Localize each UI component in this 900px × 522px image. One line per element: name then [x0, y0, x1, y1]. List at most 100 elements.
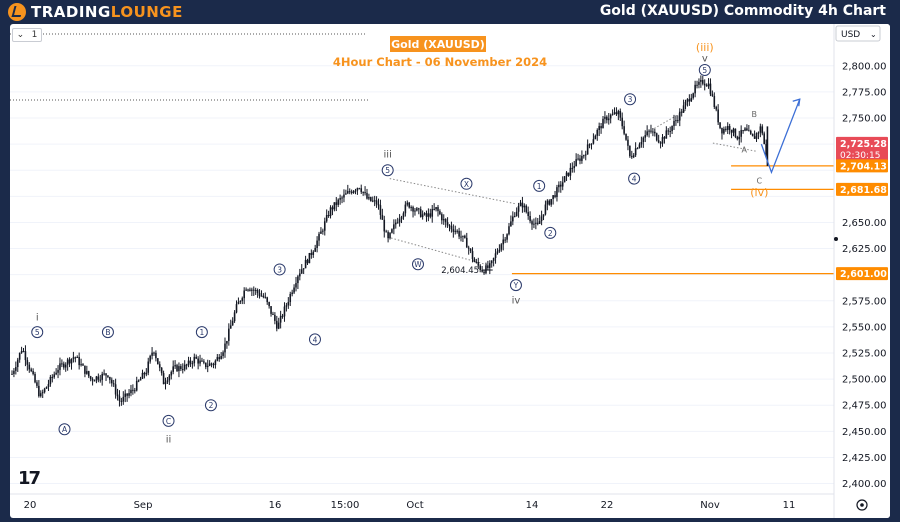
candle-body — [13, 370, 15, 374]
candle-body — [433, 208, 435, 210]
candle-body — [654, 131, 656, 134]
candle-body — [385, 231, 387, 233]
candle-body — [291, 292, 293, 294]
y-tick-label: 2,575.00 — [842, 296, 887, 307]
wave-label-roman: i — [36, 312, 39, 323]
candle-body — [201, 360, 203, 362]
candle-body — [487, 265, 489, 268]
candle-body — [241, 298, 244, 301]
candle-body — [630, 156, 633, 158]
price-badge-label: 2,601.00 — [840, 269, 887, 280]
currency-selector[interactable] — [835, 25, 881, 42]
candle-body — [312, 251, 315, 255]
candle-body — [519, 202, 522, 206]
candle-body — [276, 320, 278, 329]
candle-body — [441, 214, 443, 221]
wave-label: B — [105, 328, 110, 337]
candle-body — [592, 139, 595, 144]
candle-body — [565, 172, 568, 177]
candle-body — [59, 363, 61, 370]
candle-body — [613, 112, 616, 114]
candle-body — [251, 289, 253, 291]
x-tick-label: 16 — [269, 500, 282, 511]
candle-body — [151, 352, 153, 356]
candle-body — [266, 297, 269, 303]
candle-body — [410, 207, 412, 209]
candle-body — [417, 208, 420, 210]
candle-body — [160, 367, 163, 374]
candle-body — [68, 359, 71, 364]
candle-body — [452, 229, 455, 232]
candle-body — [95, 376, 98, 381]
candle-body — [575, 159, 577, 167]
candle-body — [581, 155, 583, 161]
candle-body — [427, 213, 430, 217]
candle-body — [36, 382, 38, 386]
wave-label-circle — [381, 164, 394, 177]
candle-body — [212, 364, 215, 366]
candle-body — [479, 265, 482, 270]
candle-body — [730, 129, 733, 133]
candle-body — [734, 128, 737, 137]
candle-body — [51, 376, 54, 378]
chevron-down-icon: ⌄ — [16, 30, 25, 40]
candle-body — [646, 131, 648, 136]
candle-body — [247, 289, 249, 291]
candle-body — [166, 380, 169, 383]
candle-body — [700, 80, 702, 82]
candle-body — [661, 137, 664, 144]
candle-body — [423, 213, 426, 215]
collapse-control[interactable]: ⌄ 1 — [12, 28, 42, 42]
price-chart[interactable]: 2,604.45 i 5 A B Cii 1 2 3 4 iii 5 X W Yiv 1 2 3 4 v 5 (iii)… — [10, 24, 890, 518]
wave-label: 2 — [548, 229, 553, 238]
candle-body — [183, 364, 186, 370]
chevron-down-icon: ⌄ — [870, 30, 877, 39]
candle-body — [657, 140, 660, 143]
candle-body — [341, 197, 343, 199]
candle-body — [99, 379, 102, 381]
candle-body — [759, 126, 762, 133]
candle-body — [176, 365, 178, 372]
candle-body — [322, 230, 324, 232]
candle-body — [268, 302, 270, 307]
wave-label-circle — [204, 399, 217, 412]
projection-arrow-head — [792, 98, 801, 107]
projection-arrow-line — [760, 98, 801, 175]
candle-body — [483, 271, 485, 274]
candle-body — [147, 361, 150, 373]
candle-body — [283, 306, 286, 317]
candle-body — [644, 135, 647, 138]
candle-body — [627, 139, 629, 146]
candle-body — [404, 204, 407, 214]
candle-body — [277, 322, 280, 329]
candle-body — [126, 393, 128, 396]
candle-body — [556, 187, 558, 197]
candle-body — [245, 289, 247, 291]
candle-body — [103, 373, 105, 375]
candle-body — [726, 126, 729, 130]
x-tick-label: Sep — [134, 500, 153, 511]
candle-body — [362, 191, 364, 193]
candle-body — [506, 234, 508, 240]
candle-body — [114, 384, 117, 395]
candle-body — [602, 118, 604, 129]
candle-body — [471, 251, 474, 259]
y-tick-label: 2,550.00 — [842, 322, 887, 333]
candle-body — [763, 133, 765, 144]
candle-body — [594, 135, 597, 140]
candle-body — [721, 127, 723, 134]
candle-body — [446, 222, 449, 226]
currency-label: USD — [841, 30, 860, 40]
candle-body — [400, 217, 403, 220]
candles-layer — [11, 75, 769, 407]
y-tick-label: 2,525.00 — [842, 349, 887, 360]
candle-body — [354, 190, 357, 192]
candle-body — [671, 126, 673, 132]
candle-body — [281, 315, 284, 317]
candle-body — [208, 363, 211, 366]
candle-body — [652, 131, 654, 133]
candle-body — [97, 376, 100, 380]
x-tick-label: Nov — [700, 500, 720, 511]
settings-gear-icon[interactable] — [856, 499, 868, 511]
